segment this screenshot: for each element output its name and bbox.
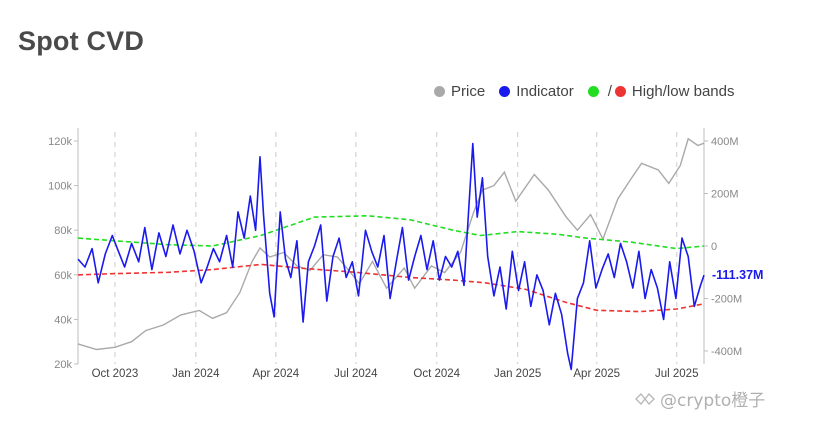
legend-dot-price (434, 86, 445, 97)
legend-label-indicator: Indicator (516, 83, 574, 100)
watermark: @crypto橙子 (634, 386, 765, 411)
x-tick-label: Jul 2025 (655, 368, 698, 380)
y-left-tick-label: 80k (54, 225, 72, 237)
x-tick-label: Jan 2025 (494, 368, 541, 380)
legend-item-indicator: Indicator (499, 83, 574, 100)
x-tick-label: Apr 2025 (573, 368, 620, 380)
legend-dot-high-band (587, 86, 599, 97)
series-line-indicator (77, 142, 705, 371)
chart-legend: Price Indicator / High/low bands (434, 83, 748, 100)
chart-title: Spot CVD (18, 26, 145, 56)
y-right-tick-label: 200M (711, 189, 739, 201)
y-right-tick-label: 0 (711, 241, 717, 253)
legend-label-price: Price (451, 83, 486, 100)
y-right-tick-label: -400M (711, 346, 742, 358)
legend-dot-low-band (614, 86, 626, 97)
legend-dot-indicator (499, 86, 511, 97)
series-line-high-band (77, 214, 705, 250)
x-tick-label: Oct 2024 (413, 368, 460, 380)
x-tick-label: Jan 2024 (172, 368, 220, 380)
watermark-text: @crypto橙子 (660, 391, 766, 411)
legend-item-bands: / High/low bands (587, 83, 735, 100)
legend-item-price: Price (434, 83, 485, 100)
y-left-tick-label: 40k (54, 314, 72, 326)
x-tick-label: Jul 2024 (334, 368, 378, 380)
watermark-logo-icon (635, 392, 655, 405)
series-line-price (77, 137, 705, 351)
y-right-tick-label: -200M (711, 294, 742, 306)
legend-label-bands: High/low bands (631, 83, 735, 100)
last-value-label: -111.37M (712, 268, 763, 282)
series-line-low-band (77, 263, 705, 313)
y-left-tick-label: 60k (54, 270, 72, 282)
x-tick-label: Oct 2023 (92, 368, 139, 380)
y-right-tick-label: 400M (711, 136, 739, 148)
legend-slash: / (607, 83, 612, 100)
y-left-tick-label: 100k (48, 181, 72, 193)
y-left-tick-label: 120k (48, 136, 72, 148)
x-tick-label: Apr 2024 (252, 368, 299, 380)
y-left-tick-label: 20k (54, 359, 72, 371)
